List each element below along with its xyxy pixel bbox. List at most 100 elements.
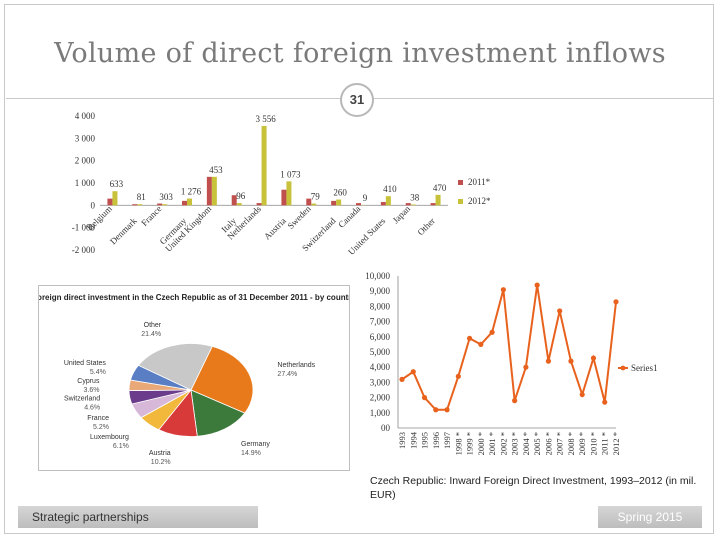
- line-x-label: 1999 *: [465, 432, 475, 455]
- line-x-label: 2005 *: [532, 432, 542, 455]
- line-legend-label: Series1: [631, 363, 658, 373]
- pie-label-name: Germany: [241, 441, 270, 448]
- bar-legend: 2011* 2012*: [458, 177, 491, 206]
- line-ytick-label: 1,000: [370, 408, 391, 418]
- bar-category-label: France: [139, 204, 163, 228]
- pie-label-name: Luxembourg: [90, 434, 129, 441]
- line-point: [523, 364, 529, 370]
- line-ytick-label: 00: [381, 423, 391, 433]
- line-point: [590, 355, 597, 361]
- line-point: [613, 299, 619, 305]
- line-point: [534, 282, 540, 288]
- line-x-label: 2006 *: [543, 432, 553, 455]
- line-point: [489, 329, 495, 335]
- line-point: [579, 391, 585, 398]
- bar-2011: [356, 203, 361, 206]
- pie-title: Foreign direct investment in the Czech R…: [39, 293, 349, 302]
- line-point: [557, 308, 563, 314]
- line-ytick-label: 6,000: [370, 332, 391, 342]
- line-x-label: 2000 *: [476, 432, 486, 455]
- bar-ytick-label: 3 000: [75, 133, 96, 143]
- bar-2011: [430, 203, 436, 206]
- line-ytick-label: 9,000: [370, 286, 391, 296]
- bar-2011: [107, 198, 113, 206]
- chart-caption: Czech Republic: Inward Foreign Direct In…: [370, 475, 697, 501]
- line-point: [466, 335, 473, 341]
- bar-data-label: 81: [137, 192, 146, 202]
- line-x-label: 2007 *: [555, 432, 565, 455]
- line-ytick-label: 10,000: [365, 271, 390, 281]
- line-point: [410, 369, 416, 375]
- line-point: [421, 395, 428, 401]
- bar-2011: [231, 195, 237, 206]
- pie-labels: Netherlands 27.4% Germany 14.9% Austria 10.2%…: [64, 322, 316, 466]
- bar-data-label: 1 073: [280, 169, 301, 179]
- bar-data-label: 260: [333, 188, 347, 198]
- line-point: [444, 407, 450, 413]
- bar-2012: [286, 181, 292, 206]
- pie-label-value: 3.6%: [84, 387, 100, 394]
- line-ytick-label: 5,000: [370, 347, 391, 357]
- bar-legend-swatch: [458, 199, 463, 204]
- line-point: [455, 373, 461, 379]
- pie-label-name: Netherlands: [277, 362, 315, 369]
- bar-2011: [132, 204, 138, 206]
- pie-label-value: 10.2%: [151, 459, 171, 466]
- line-marks: [399, 282, 619, 413]
- bar-2012: [261, 125, 267, 206]
- bar-category-label: Switzerland: [300, 215, 338, 253]
- bar-category-label: Austria: [262, 216, 288, 242]
- bar-2011: [405, 203, 411, 206]
- line-point: [399, 376, 405, 382]
- line-point: [433, 407, 439, 413]
- pie-label-value: 5.2%: [93, 424, 109, 431]
- pie-label-name: Cyprus: [77, 378, 100, 385]
- line-x-label: 2002 *: [498, 432, 508, 455]
- line-point: [568, 358, 574, 364]
- line-x-label: 2012 *: [611, 432, 621, 455]
- line-x-label: 2010 *: [588, 432, 598, 455]
- bar-category-label: Japan: [391, 203, 413, 225]
- line-x-label: 1995: [420, 432, 430, 449]
- pie-slice: [137, 343, 213, 391]
- bar-category-label: Canada: [336, 204, 362, 230]
- bar-data-label: 3 556: [255, 114, 276, 124]
- line-point: [500, 287, 506, 293]
- bar-2012: [385, 196, 391, 206]
- bar-data-label: 303: [159, 192, 173, 202]
- bar-2011: [256, 203, 262, 206]
- bar-marks: [107, 125, 441, 206]
- pie-slice: [190, 389, 246, 437]
- line-point: [512, 398, 518, 404]
- bar-data-label: 96: [236, 191, 246, 201]
- line-x-label: 2009 *: [577, 432, 587, 455]
- bar-2012: [435, 194, 441, 206]
- bar-2011: [157, 203, 163, 206]
- bar-data-label: 1 276: [181, 187, 202, 197]
- bar-legend-label: 2012*: [468, 196, 491, 206]
- bar-data-label: 410: [383, 184, 397, 194]
- pie-label-value: 6.1%: [113, 443, 129, 450]
- pie-chart: Foreign direct investment in the Czech R…: [32, 293, 356, 466]
- bar-2011: [380, 201, 386, 206]
- line-point: [478, 341, 484, 347]
- bar-ytick-label: -1 000: [72, 223, 96, 233]
- line-ytick-label: 3,000: [370, 377, 391, 387]
- pie-label-name: Switzerland: [64, 396, 100, 403]
- bar-category-label: Other: [415, 216, 437, 238]
- bar-data-label: 453: [209, 165, 223, 175]
- bar-2012: [236, 203, 242, 206]
- line-point: [602, 399, 608, 405]
- bar-2012: [211, 176, 217, 206]
- bar-data-label: 38: [410, 192, 420, 202]
- line-x-labels: 1993 1994 1995 1996 1997 1998 * 1999 * 2000 * 20…: [397, 431, 621, 455]
- line-point: [545, 358, 552, 364]
- bar-2012: [187, 198, 192, 206]
- line-x-label: 1998 *: [453, 432, 463, 455]
- bar-ytick-label: -2 000: [72, 245, 96, 255]
- bar-legend-swatch: [458, 180, 463, 185]
- bar-category-label: Denmark: [108, 215, 139, 246]
- line-x-label: 2008 *: [566, 432, 576, 455]
- line-x-label: 2001 *: [487, 432, 497, 455]
- line-axis: 10,000 9,000 8,000 7,000 6,000 5,000 4,000 3,00…: [365, 271, 616, 433]
